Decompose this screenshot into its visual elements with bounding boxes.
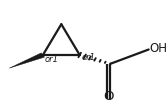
Text: O: O: [103, 90, 114, 103]
Text: OH: OH: [149, 42, 167, 55]
Text: or1: or1: [45, 55, 58, 64]
Polygon shape: [9, 53, 45, 68]
Text: or1: or1: [81, 53, 95, 62]
